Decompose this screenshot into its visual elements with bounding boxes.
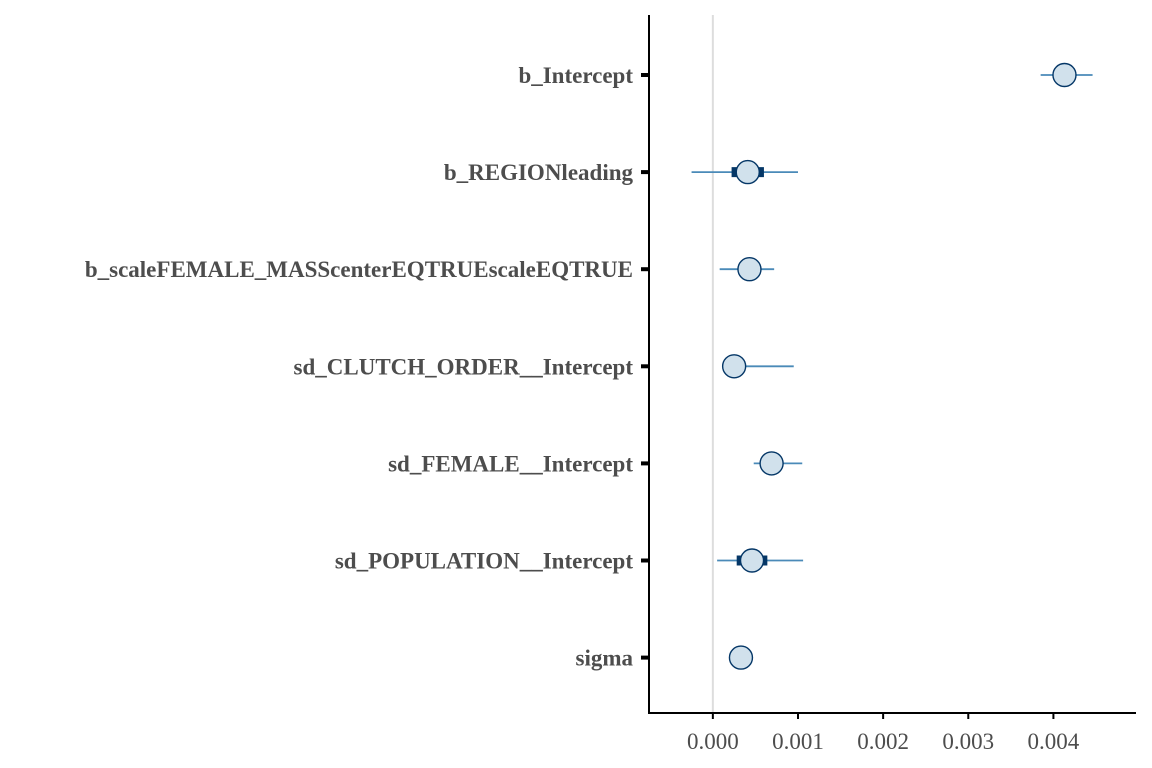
point-estimate <box>721 354 747 379</box>
parameter-label: sigma <box>576 646 634 671</box>
parameter-label: b_REGIONleading <box>444 160 634 185</box>
point-estimate <box>759 451 784 476</box>
parameter-label: sd_CLUTCH_ORDER__Intercept <box>294 354 634 379</box>
parameter-label: b_Intercept <box>518 63 633 88</box>
point-estimate <box>1052 62 1077 88</box>
point-estimate <box>735 159 760 185</box>
parameter-label: b_scaleFEMALE_MASScenterEQTRUEscaleEQTRU… <box>85 257 633 282</box>
point-estimate <box>739 548 765 573</box>
x-tick-label: 0.001 <box>772 729 824 754</box>
x-tick-label: 0.003 <box>942 729 994 754</box>
x-tick-label: 0.002 <box>857 729 909 754</box>
point-estimate <box>737 257 762 282</box>
parameter-label: sd_POPULATION__Intercept <box>335 549 633 574</box>
point-estimate <box>728 645 754 670</box>
x-tick-label: 0.000 <box>687 729 739 754</box>
parameter-label: sd_FEMALE__Intercept <box>388 451 633 476</box>
x-tick-label: 0.004 <box>1028 729 1080 754</box>
